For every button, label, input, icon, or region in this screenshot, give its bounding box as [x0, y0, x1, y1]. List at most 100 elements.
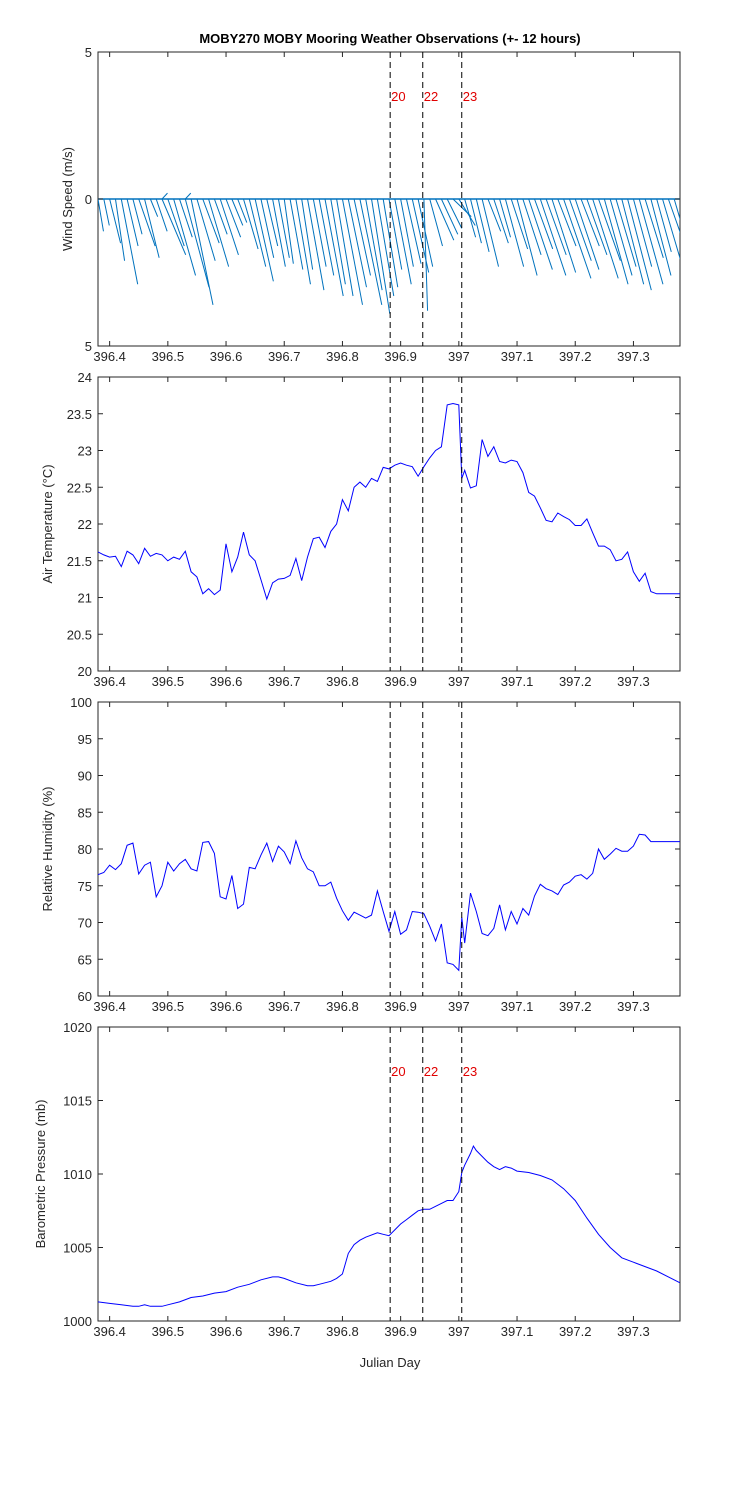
air_temp-ytick-label-7: 20.5 [67, 627, 92, 642]
humidity-xtick-label-7: 397.1 [501, 999, 534, 1014]
wind-stick-72 [516, 198, 538, 276]
air_temp-ytick-label-3: 22.5 [67, 480, 92, 495]
air_temp-xtick-label-2: 396.6 [210, 674, 243, 689]
wind-stick-97 [662, 198, 680, 260]
wind-ytick-label-2: 5 [85, 339, 92, 354]
air_temp-xtick-label-0: 396.4 [93, 674, 126, 689]
wind-ytick-label-1: 0 [85, 192, 92, 207]
wind-stick-75 [534, 198, 554, 250]
pressure-marker-label-23: 23 [463, 1064, 477, 1079]
wind-stick-40 [330, 198, 346, 285]
wind-stick-20 [213, 198, 228, 235]
wind-stick-88 [609, 198, 633, 276]
air_temp-series-line [98, 402, 680, 601]
wind-stick-19 [208, 198, 230, 267]
air_temp-data [98, 402, 680, 601]
humidity-xtick-label-3: 396.7 [268, 999, 301, 1014]
wind-stick-82 [574, 198, 600, 270]
wind-stick-87 [603, 198, 629, 285]
humidity-data [98, 833, 680, 972]
wind-stick-63 [464, 198, 477, 238]
wind-stick-73 [522, 198, 542, 256]
humidity-xtick-label-2: 396.6 [210, 999, 243, 1014]
wind-stick-83 [580, 198, 600, 247]
pressure-marker-label-22: 22 [424, 1064, 438, 1079]
wind-stick-8 [144, 198, 160, 258]
wind-stick-84 [586, 198, 608, 256]
pressure-series-line [98, 1145, 680, 1307]
air_temp-xtick-label-6: 397 [448, 674, 470, 689]
wind-stick-48 [376, 198, 395, 297]
wind-stick-25 [243, 198, 259, 250]
wind-speed-panel: Wind Speed (m/s) N 202223505396.4396.539… [60, 45, 681, 364]
air_temp-xtick-label-3: 396.7 [268, 674, 301, 689]
wind-stick-15 [184, 198, 210, 288]
figure-title: MOBY270 MOBY Mooring Weather Observation… [199, 31, 580, 46]
air_temp-xtick-label-1: 396.5 [152, 674, 185, 689]
wind-stick-41 [336, 198, 354, 297]
wind-data [98, 192, 680, 314]
wind-marker-label-22: 22 [424, 89, 438, 104]
humidity-plot-area [97, 701, 681, 997]
wind-xtick-label-9: 397.3 [617, 349, 650, 364]
humidity-xtick-label-9: 397.3 [617, 999, 650, 1014]
wind-xtick-label-2: 396.6 [210, 349, 243, 364]
wind-stick-95 [650, 198, 672, 276]
wind-stick-71 [510, 198, 529, 250]
pressure-plot-area [97, 1026, 681, 1322]
wind-marker-label-20: 20 [391, 89, 405, 104]
pressure-ytick-label-1: 1015 [63, 1094, 92, 1109]
wind-stick-80 [563, 198, 592, 279]
x-axis-label: Julian Day [360, 1355, 421, 1370]
wind-stick-10 [155, 198, 168, 232]
wind-stick-14 [179, 198, 193, 238]
humidity-ytick-label-7: 65 [78, 952, 92, 967]
air_temp-xtick-label-9: 397.3 [617, 674, 650, 689]
air_temp-xtick-label-5: 396.9 [384, 674, 417, 689]
barometric-pressure-ylabel: Barometric Pressure (mb) [33, 1100, 48, 1249]
wind-stick-51 [394, 198, 412, 285]
pressure-marker-label-20: 20 [391, 1064, 405, 1079]
wind-stick-50 [388, 198, 403, 270]
wind-stick-35 [301, 198, 314, 270]
air_temp-ytick-label-1: 23.5 [67, 407, 92, 422]
air_temp-xtick-label-7: 397.1 [501, 674, 534, 689]
wind-ytick-label-0: 5 [85, 45, 92, 60]
humidity-ytick-label-5: 75 [78, 879, 92, 894]
wind-xtick-label-6: 397 [448, 349, 470, 364]
wind-xtick-label-4: 396.8 [326, 349, 359, 364]
wind-stick-11 [161, 198, 187, 256]
wind-stick-38 [318, 198, 335, 276]
wind-stick-69 [499, 198, 511, 238]
wind-stick-96 [656, 198, 672, 253]
wind-stick-56 [423, 198, 429, 311]
wind-stick-31 [277, 198, 290, 258]
air_temp-xtick-label-8: 397.2 [559, 674, 592, 689]
humidity-xtick-label-8: 397.2 [559, 999, 592, 1014]
air_temp-ytick-label-5: 21.5 [67, 554, 92, 569]
wind-stick-44 [353, 198, 371, 276]
barometric-pressure-panel: Barometric Pressure (mb) 20 22 23 1020 1015 1… [33, 1020, 681, 1339]
humidity-xtick-label-5: 396.9 [384, 999, 417, 1014]
pressure-ytick-label-4: 1000 [63, 1314, 92, 1329]
wind-stick-16 [190, 198, 214, 305]
wind-stick-32 [283, 198, 294, 264]
wind-stick-34 [295, 198, 311, 285]
wind-stick-64 [469, 198, 482, 244]
humidity-xtick-label-1: 396.5 [152, 999, 185, 1014]
wind-stick-4 [120, 198, 139, 285]
pressure-xtick-label-5: 396.9 [384, 1324, 417, 1339]
wind-stick-67 [487, 198, 502, 232]
pressure-xtick-label-3: 396.7 [268, 1324, 301, 1339]
air-temperature-ylabel: Air Temperature (°C) [40, 464, 55, 583]
wind-stick-26 [248, 198, 267, 267]
wind-stick-85 [592, 198, 619, 279]
wind-stick-76 [539, 198, 567, 276]
wind-stick-66 [481, 198, 500, 267]
air_temp-ytick-label-8: 20 [78, 664, 92, 679]
pressure-xtick-label-0: 396.4 [93, 1324, 126, 1339]
pressure-xtick-label-2: 396.6 [210, 1324, 243, 1339]
wind-stick-33 [289, 198, 304, 270]
wind-stick-70 [504, 198, 525, 267]
